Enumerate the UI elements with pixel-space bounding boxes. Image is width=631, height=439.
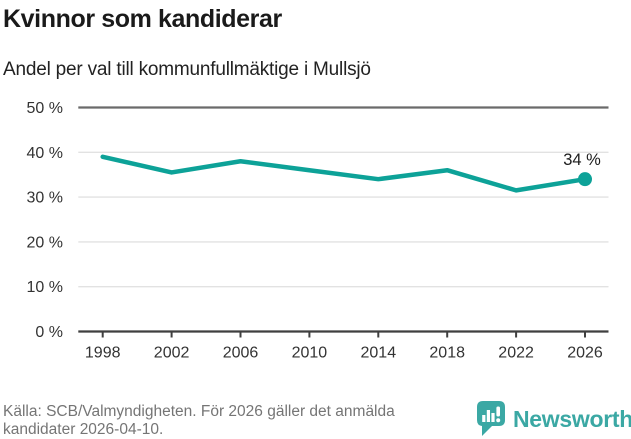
trend-line (100, 154, 588, 193)
x-axis-label: 2022 (498, 345, 534, 362)
x-axis-label: 2010 (292, 345, 328, 362)
end-point-label: 34 % (563, 151, 601, 169)
end-point-marker (578, 172, 592, 187)
newsworthy-logo-icon (477, 401, 505, 436)
y-axis-label: 20 % (27, 234, 63, 251)
x-axis-label: 2006 (223, 345, 259, 362)
line-chart: 0 % 10 % 20 % 30 % 40 % 50 % 1998 2002 2006 2010 2… (27, 100, 609, 362)
source-attribution: Källa: SCB/Valmyndigheten. För 2026 gäll… (3, 403, 395, 438)
x-axis-label: 2018 (429, 345, 465, 362)
x-axis-label: 2002 (154, 345, 190, 362)
y-axis-label: 0 % (35, 324, 63, 341)
y-axis-label: 40 % (27, 145, 63, 162)
chart-title: Kvinnor som kandiderar (3, 5, 282, 33)
y-axis-label: 50 % (27, 100, 63, 117)
x-axis-label: 1998 (85, 345, 121, 362)
chart-subtitle: Andel per val till kommunfullmäktige i M… (3, 59, 371, 80)
newsworthy-logo-text: Newsworthy (513, 406, 631, 432)
y-axis-label: 10 % (27, 279, 63, 296)
x-axis-label: 2026 (567, 345, 603, 362)
y-axis-label: 30 % (27, 190, 63, 207)
x-axis-label: 2014 (361, 345, 397, 362)
newsworthy-logo[interactable]: Newsworthy (476, 400, 631, 438)
